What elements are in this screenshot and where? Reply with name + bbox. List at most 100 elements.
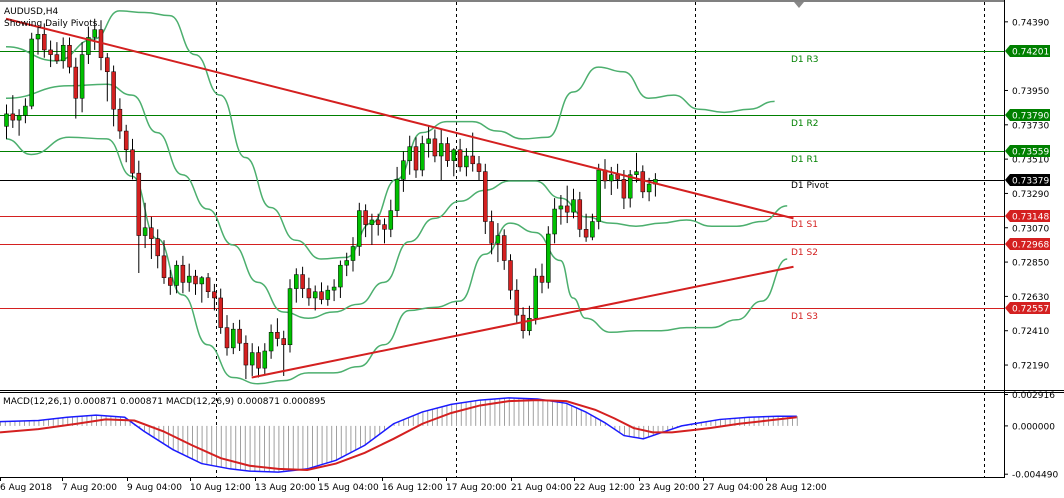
candle[interactable] [174, 260, 179, 294]
candle[interactable] [306, 277, 312, 306]
candle[interactable] [287, 279, 293, 353]
candle[interactable] [407, 135, 412, 175]
candle[interactable] [275, 318, 280, 347]
candle[interactable] [558, 195, 564, 225]
candle[interactable] [615, 163, 620, 189]
candle[interactable] [205, 273, 211, 298]
candle[interactable] [533, 268, 538, 325]
candle[interactable] [60, 37, 66, 69]
candle[interactable] [338, 260, 343, 298]
candle[interactable] [451, 148, 457, 177]
candle[interactable] [186, 263, 192, 292]
candle[interactable] [237, 319, 242, 351]
candle[interactable] [596, 163, 601, 230]
candle[interactable] [457, 138, 463, 172]
candle[interactable] [621, 170, 627, 210]
candle[interactable] [363, 204, 368, 238]
candle[interactable] [432, 129, 438, 163]
trendline-resistance[interactable] [5, 17, 794, 220]
candle[interactable] [508, 254, 513, 300]
candle[interactable] [312, 285, 318, 311]
candle[interactable] [350, 237, 356, 272]
candle[interactable] [199, 276, 205, 303]
candle[interactable] [23, 98, 28, 124]
candle[interactable] [48, 40, 53, 68]
candle[interactable] [168, 269, 173, 295]
candle[interactable] [583, 213, 589, 242]
candle[interactable] [325, 285, 331, 306]
candle[interactable] [92, 18, 97, 50]
candle[interactable] [86, 26, 91, 64]
candle[interactable] [602, 159, 608, 189]
candle[interactable] [546, 226, 551, 289]
candle[interactable] [401, 151, 406, 192]
candle[interactable] [514, 279, 520, 323]
candle[interactable] [300, 266, 305, 298]
candle[interactable] [470, 132, 475, 172]
trendline-support[interactable] [251, 265, 794, 379]
candle[interactable] [344, 252, 349, 277]
candle[interactable] [319, 282, 324, 305]
candle[interactable] [111, 65, 116, 127]
candle[interactable] [539, 263, 545, 294]
candle[interactable] [224, 315, 230, 356]
candle[interactable] [155, 229, 160, 269]
candle[interactable] [294, 268, 299, 303]
candle[interactable] [268, 324, 274, 359]
candle[interactable] [16, 109, 22, 136]
candle[interactable] [501, 229, 507, 270]
candle[interactable] [142, 202, 148, 249]
candle[interactable] [161, 240, 167, 284]
candle[interactable] [73, 57, 79, 119]
candle[interactable] [4, 104, 9, 139]
candle[interactable] [105, 53, 110, 102]
candle[interactable] [249, 343, 255, 376]
candle[interactable] [35, 26, 41, 55]
candle[interactable] [426, 126, 431, 158]
candle[interactable] [243, 335, 249, 380]
candle[interactable] [193, 269, 198, 295]
candle[interactable] [445, 137, 450, 167]
candle[interactable] [136, 160, 142, 273]
candle[interactable] [123, 124, 129, 163]
candle[interactable] [130, 138, 135, 180]
candle[interactable] [149, 216, 154, 259]
candle[interactable] [357, 202, 362, 256]
candle[interactable] [369, 213, 375, 245]
candle[interactable] [382, 218, 387, 244]
candle[interactable] [571, 188, 576, 219]
candle[interactable] [483, 163, 488, 234]
candle[interactable] [388, 199, 394, 238]
candle[interactable] [29, 32, 34, 110]
candle[interactable] [552, 198, 557, 244]
candle[interactable] [413, 137, 419, 178]
candle[interactable] [281, 330, 286, 376]
candle[interactable] [640, 165, 646, 199]
candle[interactable] [231, 322, 236, 355]
candle[interactable] [577, 191, 583, 238]
candle[interactable] [590, 213, 595, 241]
candle[interactable] [10, 95, 16, 128]
candle[interactable] [438, 129, 444, 181]
candle[interactable] [564, 185, 570, 224]
candle[interactable] [218, 288, 223, 334]
candle[interactable] [67, 37, 72, 74]
candle[interactable] [180, 255, 186, 294]
candle[interactable] [212, 283, 217, 311]
shift-marker-icon[interactable] [794, 2, 804, 8]
candle[interactable] [489, 210, 494, 255]
candle[interactable] [476, 156, 482, 181]
candle[interactable] [653, 173, 658, 197]
candle[interactable] [117, 98, 123, 139]
candle[interactable] [79, 42, 85, 113]
candle[interactable] [256, 346, 261, 378]
candle[interactable] [54, 42, 60, 64]
candle[interactable] [262, 343, 268, 375]
candle[interactable] [331, 279, 337, 302]
candle[interactable] [464, 148, 469, 177]
candle[interactable] [394, 166, 400, 217]
candle[interactable] [495, 223, 501, 263]
candle[interactable] [375, 213, 381, 236]
candle[interactable] [420, 135, 425, 177]
